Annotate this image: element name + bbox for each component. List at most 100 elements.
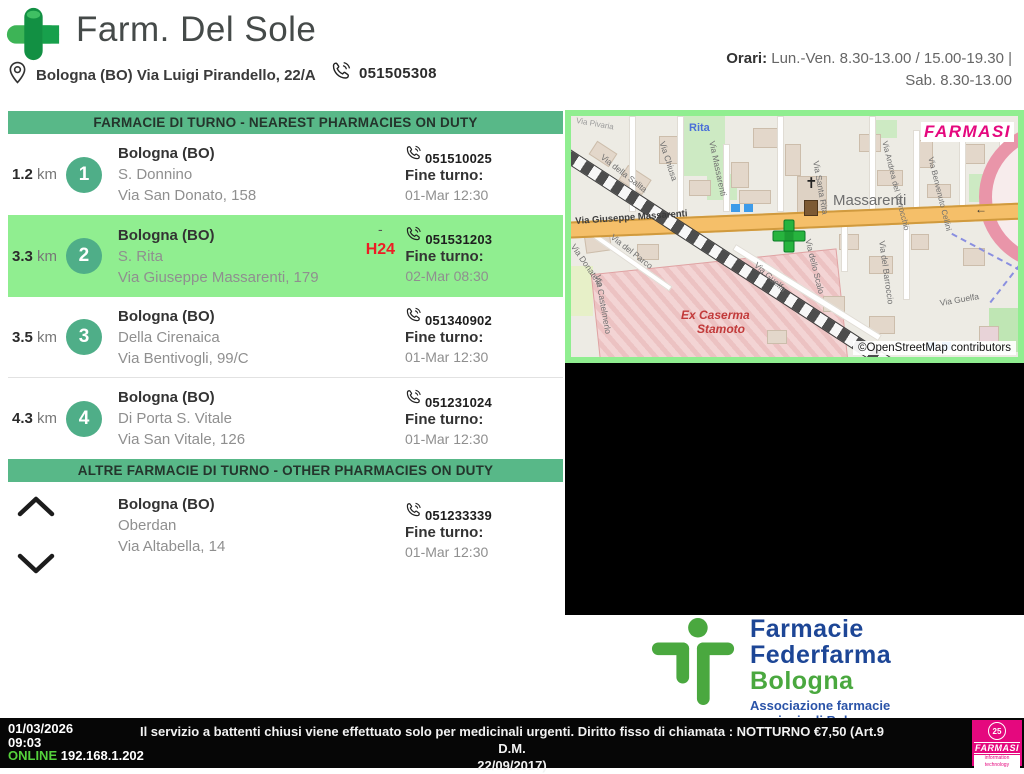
one-way-arrow-icon: ← (975, 202, 987, 216)
map-building (877, 170, 903, 186)
pharmacy-name: S. Donnino (118, 166, 193, 183)
rank-badge: 1 (66, 156, 102, 193)
map-bus-stop (744, 204, 753, 212)
map-street (677, 116, 684, 212)
map-street (913, 130, 920, 214)
pharmacy-city: Bologna (BO) (118, 145, 215, 162)
pharmacy-street: Via San Donato, 158 (118, 187, 257, 204)
farmasi-footer-logo: 25 FARMASI information technology (972, 720, 1022, 769)
distance: 4.3 km (12, 410, 58, 427)
other-section-header: ALTRE FARMACIE DI TURNO - OTHER PHARMACI… (8, 459, 563, 482)
online-status: ONLINE (8, 748, 58, 763)
pharmacy-city: Bologna (BO) (118, 389, 215, 406)
other-pharmacy-row[interactable]: Bologna (BO) Oberdan Via Altabella, 14 0… (8, 482, 563, 596)
map-green-area (571, 266, 593, 316)
map-building (637, 244, 659, 260)
map-label-rita: Rita (689, 122, 710, 134)
hours-weekdays: Lun.-Ven. 8.30-13.00 / 15.00-19.30 | (771, 50, 1012, 67)
federfarma-line2: Federfarma (750, 641, 892, 669)
map-green-area (871, 120, 897, 138)
map-building (963, 248, 985, 266)
map-monument-icon (804, 200, 818, 216)
header: Farm. Del Sole Bologna (BO) Via Luigi Pi… (0, 0, 1024, 110)
map-bus-stop (731, 204, 740, 212)
footer-date: 01/03/2026 (8, 721, 74, 736)
fine-turno-label: Fine turno: (405, 166, 484, 184)
map-green-area (679, 116, 725, 176)
fine-turno-time: 01-Mar 12:30 (405, 430, 489, 447)
federfarma-line1: Farmacie (750, 615, 864, 643)
church-cross-icon: ✝ (805, 175, 818, 192)
phone-icon (405, 145, 421, 166)
ip-address: 192.168.1.202 (60, 748, 144, 763)
map-building (767, 330, 787, 344)
rank-badge: 2 (65, 238, 102, 274)
map-label-massarenti-area: Massarenti (833, 192, 907, 209)
pharmacies-list: FARMACIE DI TURNO - NEAREST PHARMACIES O… (8, 111, 563, 596)
phone-icon (405, 389, 421, 410)
map-street (903, 226, 910, 300)
map-street (723, 144, 730, 212)
map-building (911, 234, 929, 250)
rank-badge: 4 (66, 400, 102, 437)
scroll-down-icon[interactable] (16, 551, 66, 580)
farmasi-25-badge: 25 (988, 722, 1006, 740)
service-message-line1: Il servizio a battenti chiusi viene effe… (139, 724, 885, 756)
phone-icon (330, 61, 351, 86)
pharmacy-row-4[interactable]: 4.3 km 4 Bologna (BO) Di Porta S. Vitale… (8, 378, 563, 459)
fine-turno-time: 02-Mar 08:30 (405, 268, 489, 284)
farmasi-brand-name: FARMASI (974, 742, 1020, 754)
fine-turno-time: 01-Mar 12:30 (405, 186, 489, 203)
pharmacy-city: Bologna (BO) (118, 307, 215, 325)
fine-turno-label: Fine turno: (405, 329, 484, 346)
pharmacy-name: Della Cirenaica (118, 328, 220, 346)
pharmacy-row-1[interactable]: 1.2 km 1 Bologna (BO) S. Donnino Via San… (8, 134, 563, 215)
pharmacy-phone: 051340902 (425, 313, 492, 328)
map-label-pivaria: Via Pivaria (575, 116, 615, 132)
pharmacy-phone: 051233339 (425, 508, 492, 523)
pharmacy-name: S. Rita (117, 247, 163, 265)
federfarma-figure-icon (650, 616, 738, 713)
location-pin-icon (8, 61, 27, 89)
map-label-guelfa-2: Via Guelfa (939, 291, 980, 308)
fine-turno-label: Fine turno: (405, 410, 484, 428)
blank-video-panel (565, 363, 1024, 615)
distance: 1.2 km (12, 166, 58, 183)
openstreetmap-view: ✝ Rita Via Pivaria Via della Salita Via … (571, 116, 1018, 357)
map-building (785, 144, 801, 176)
pharmacy-street: Via Altabella, 14 (118, 538, 226, 555)
pharmacy-city: Bologna (BO) (118, 496, 215, 513)
scroll-up-icon[interactable] (16, 494, 66, 523)
distance: 3.5 km (12, 328, 58, 346)
footer-bar: 01/03/2026 09:03 ONLINE 192.168.1.202 Il… (0, 718, 1024, 773)
map-building (731, 162, 749, 188)
pharmacy-street: Via San Vitale, 126 (118, 431, 246, 448)
fine-turno-time: 01-Mar 12:30 (405, 349, 489, 365)
page-title: Farm. Del Sole (76, 10, 317, 49)
hours-label: Orari: (726, 50, 768, 67)
nearest-section-header: FARMACIE DI TURNO - NEAREST PHARMACIES O… (8, 111, 563, 134)
map-street (841, 226, 848, 272)
h24-badge: - H24 (365, 221, 396, 258)
service-message: Il servizio a battenti chiusi viene effe… (132, 723, 892, 774)
federfarma-line4: Associazione farmacie (750, 698, 891, 713)
system-status: 01/03/2026 09:03 ONLINE 192.168.1.202 (8, 722, 144, 763)
pharmacy-phone: 051505308 (359, 65, 437, 82)
pharmacy-cross-icon (2, 5, 64, 68)
map-building (689, 180, 711, 196)
pharmacy-street: Via Bentivogli, 99/C (118, 349, 249, 367)
hours-saturday: Sab. 8.30-13.00 (905, 72, 1012, 89)
map-building (927, 184, 951, 198)
pharmacy-row-2-selected[interactable]: 3.3 km 2 Bologna (BO) S. Rita Via Giusep… (8, 215, 563, 297)
pharmacy-name: Oberdan (118, 517, 177, 534)
osm-attribution: ©OpenStreetMap contributors (853, 341, 1016, 355)
pharmacy-row-3[interactable]: 3.5 km 3 Bologna (BO) Della Cirenaica Vi… (8, 297, 563, 378)
service-message-line2: 22/09/2017) (477, 758, 547, 773)
pharmacy-address: Bologna (BO) Via Luigi Pirandello, 22/A (36, 66, 316, 84)
map-building (869, 316, 895, 334)
map-street (777, 116, 784, 212)
map-building (869, 256, 893, 274)
map-label-ex-caserma: Ex Caserma (681, 308, 750, 322)
fine-turno-time: 01-Mar 12:30 (405, 544, 489, 560)
map-label-stamoto: Stamoto (697, 322, 745, 336)
